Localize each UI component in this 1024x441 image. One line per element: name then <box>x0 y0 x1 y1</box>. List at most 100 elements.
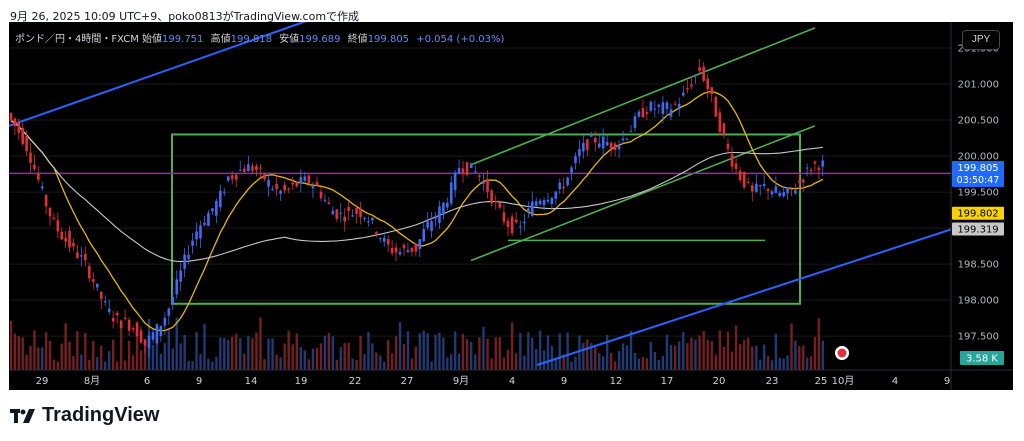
volume-bar <box>609 353 613 370</box>
candle-body <box>414 243 418 252</box>
volume-bar <box>33 330 36 370</box>
volume-bar <box>657 360 660 370</box>
candle-body <box>609 142 613 149</box>
candle-body <box>694 74 697 76</box>
candle-body <box>115 312 119 316</box>
volume-bar <box>76 331 79 370</box>
candle-body <box>538 200 542 205</box>
candle-body <box>589 134 593 137</box>
countdown-timer: 03:50:47 <box>957 175 1000 186</box>
symbol-label: ポンド／円・4時間・FXCM <box>15 34 139 45</box>
volume-bar <box>41 347 44 370</box>
volume-bar <box>159 353 163 370</box>
volume-bar <box>21 337 24 370</box>
candle-body <box>52 217 56 219</box>
time-tick-label: 9 <box>561 376 567 387</box>
volume-bar <box>275 355 278 370</box>
price-tick-label: 199.500 <box>958 188 999 199</box>
volume-bar <box>506 349 510 370</box>
volume-bar <box>171 348 174 370</box>
candle-body <box>578 149 581 157</box>
price-chart[interactable]: 201.500201.000200.500200.000199.500199.0… <box>9 22 1013 390</box>
candle-body <box>163 317 167 326</box>
candle-body <box>657 104 661 107</box>
candle-body <box>402 244 406 249</box>
open-value: 199.751 <box>162 34 204 45</box>
volume-bar <box>80 354 83 370</box>
candle-body <box>786 187 789 194</box>
candle-body <box>801 179 805 183</box>
low-value: 199.689 <box>299 34 341 45</box>
volume-bar <box>375 352 378 370</box>
volume-bar <box>478 337 481 370</box>
candle-body <box>482 181 485 184</box>
volume-bar <box>613 361 617 370</box>
volume-bar <box>594 345 597 370</box>
time-tick-label: 6 <box>144 376 150 387</box>
time-tick-label: 25 <box>815 376 828 387</box>
candle-body <box>371 217 374 221</box>
candle-body <box>558 182 562 189</box>
candle-body <box>327 202 331 204</box>
volume-bar <box>143 338 147 370</box>
price-tick-label: 200.000 <box>958 152 999 163</box>
close-value: 199.805 <box>367 34 410 45</box>
candle-body <box>378 238 382 240</box>
volume-bar <box>37 347 40 370</box>
volume-bar <box>323 335 327 370</box>
volume-bar <box>131 355 135 370</box>
volume-bar <box>203 323 206 370</box>
candle-body <box>766 188 770 192</box>
volume-bar <box>625 345 629 370</box>
volume-bar <box>515 353 518 370</box>
candle-body <box>449 182 453 204</box>
volume-bar <box>817 318 821 370</box>
volume-bar <box>629 330 633 370</box>
time-tick-label: 27 <box>401 376 414 387</box>
candle-body <box>778 192 782 197</box>
volume-bar <box>738 344 742 370</box>
price-tick-label: 200.500 <box>958 116 999 127</box>
candle-body <box>661 102 665 114</box>
volume-bar <box>802 345 805 370</box>
volume-bar <box>562 354 565 370</box>
volume-bar <box>351 358 354 370</box>
low-label: 安値 <box>279 34 300 45</box>
volume-bar <box>339 347 342 370</box>
volume-bar <box>367 331 370 370</box>
volume-bar <box>605 334 609 370</box>
candle-body <box>394 247 398 253</box>
volume-bar <box>92 340 95 370</box>
candle-body <box>64 237 67 242</box>
candle-body <box>653 108 657 110</box>
candles <box>9 58 825 358</box>
volume-bar <box>386 340 390 370</box>
candle-body <box>279 190 282 194</box>
volume-bar <box>510 322 514 370</box>
volume-bar <box>519 332 522 370</box>
candle-body <box>430 221 433 231</box>
time-tick-label: 20 <box>713 376 726 387</box>
volume-bar <box>778 357 781 370</box>
volume-bar <box>119 319 123 370</box>
volume-bar <box>231 336 234 370</box>
chart-panel[interactable]: 201.500201.000200.500200.000199.500199.0… <box>9 22 1013 390</box>
volume-bar <box>718 330 722 370</box>
volume-bar <box>498 337 502 370</box>
candle-body <box>283 184 286 191</box>
volume-bar <box>52 359 56 370</box>
volume-bar <box>637 358 641 370</box>
candle-body <box>738 170 742 181</box>
volume-bar <box>84 332 87 370</box>
volume-bar <box>770 360 774 370</box>
volume-bar <box>25 354 28 370</box>
currency-button[interactable]: JPY <box>962 30 1000 50</box>
volume-bar <box>139 350 143 370</box>
volume-bar <box>786 355 789 370</box>
volume-bar <box>550 345 554 370</box>
candle-body <box>418 239 422 250</box>
candle-body <box>251 166 254 171</box>
volume-bar <box>107 351 111 370</box>
candle-body <box>48 207 52 217</box>
candle-body <box>798 180 801 183</box>
